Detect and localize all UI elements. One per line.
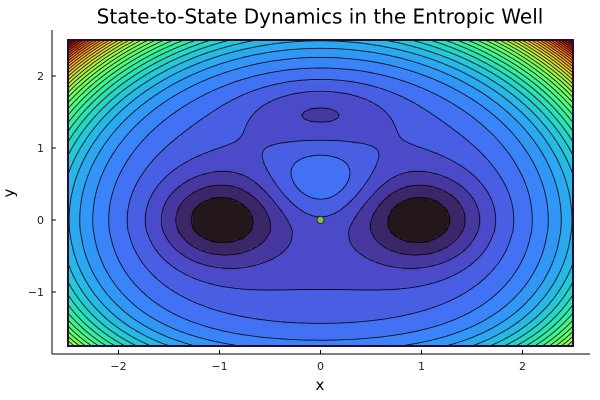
x-tick-label: 2 [519, 360, 526, 373]
x-axis-label: x [316, 376, 325, 394]
y-tick-label: 1 [37, 142, 44, 155]
contour-fill [67, 39, 578, 349]
state-marker [317, 217, 324, 224]
plot-area [67, 39, 578, 349]
x-tick-label: 0 [317, 360, 324, 373]
x-tick-label: 1 [418, 360, 425, 373]
chart-title: State-to-State Dynamics in the Entropic … [97, 5, 544, 29]
y-tick-label: −1 [28, 286, 44, 299]
y-tick-label: 0 [37, 214, 44, 227]
y-tick-label: 2 [37, 70, 44, 83]
x-tick-label: −1 [211, 360, 227, 373]
y-axis-label: y [0, 188, 18, 197]
x-tick-label: −2 [110, 360, 126, 373]
